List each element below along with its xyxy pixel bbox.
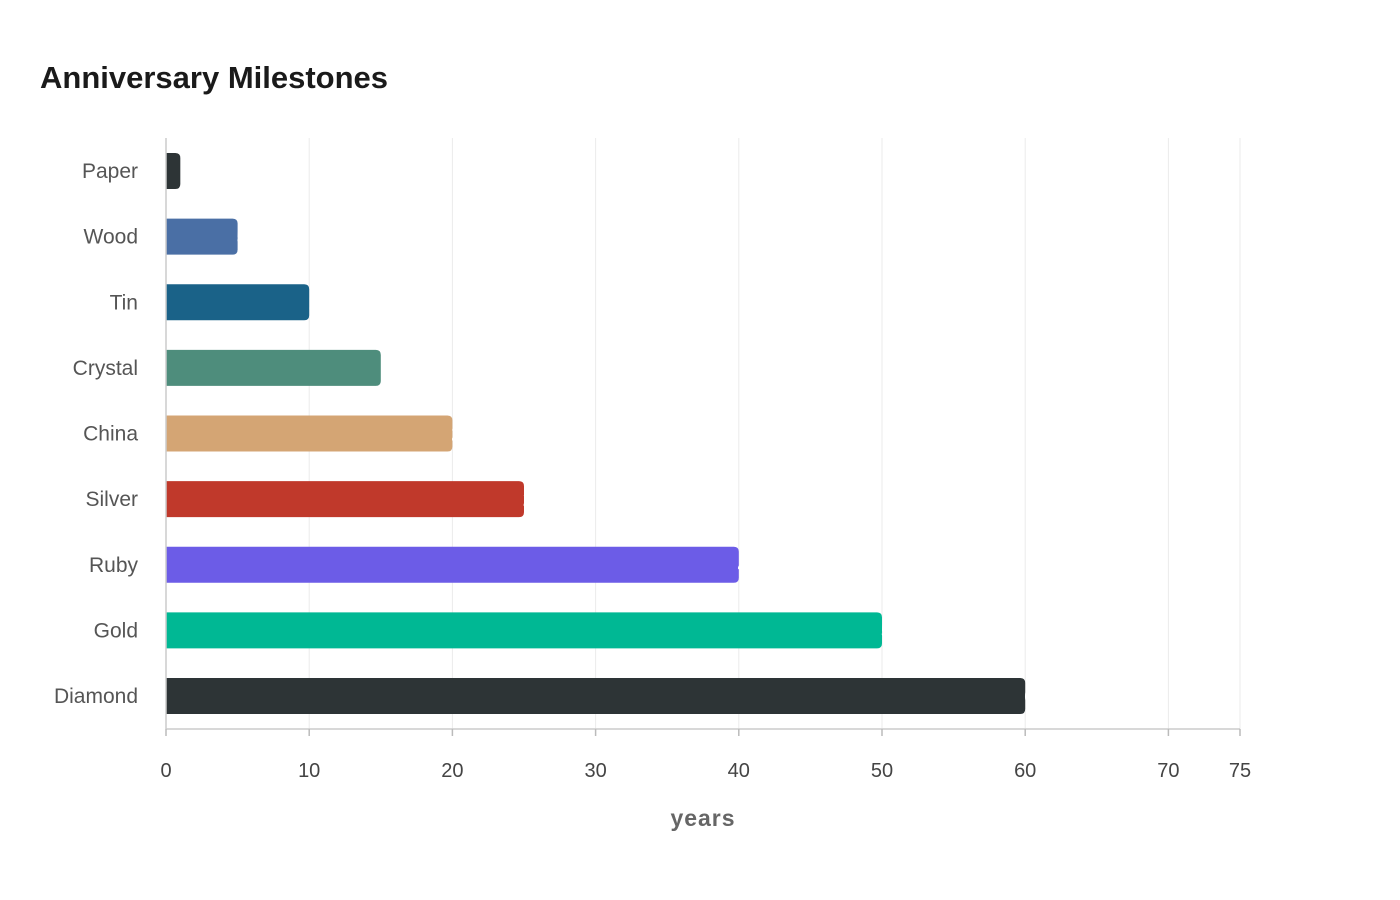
category-label-crystal: Crystal (73, 357, 138, 380)
x-ticks: 0 10 20 30 40 50 60 70 75 (160, 729, 1251, 782)
bar-value-label: 60 (1024, 686, 1046, 708)
bar-value-label: 40 (738, 555, 760, 577)
bar-value-label: 20 (451, 424, 473, 446)
chart-title: Anniversary Milestones (40, 60, 389, 95)
bar-value-label: 10 (308, 292, 330, 314)
category-label-paper: Paper (82, 160, 138, 183)
x-tick-label: 50 (871, 760, 893, 782)
bar-ruby (166, 546, 739, 583)
category-label-silver: Silver (85, 488, 138, 511)
bar-gold (166, 612, 882, 649)
category-labels: Paper Wood Tin Crystal China Silver Ruby Gold Di… (54, 160, 139, 708)
bar-value-label: 15 (380, 358, 402, 380)
x-tick-label: 40 (728, 760, 750, 782)
bar-wood (166, 218, 238, 255)
category-label-ruby: Ruby (89, 554, 139, 577)
bar-diamond (166, 678, 1026, 714)
category-label-diamond: Diamond (54, 685, 138, 708)
x-tick-label: 30 (584, 760, 606, 782)
x-tick-label: 70 (1157, 760, 1179, 782)
category-label-gold: Gold (94, 619, 138, 642)
bar-value-label: 5 (237, 227, 248, 249)
category-label-tin: Tin (110, 291, 138, 314)
bar-silver (166, 481, 524, 518)
bar-value-label: 1 (179, 161, 190, 183)
bar-paper (166, 153, 181, 189)
x-tick-label: 60 (1014, 760, 1036, 782)
x-axis-title: years (670, 805, 735, 831)
x-tick-label: 75 (1229, 760, 1251, 782)
x-tick-label: 0 (160, 760, 171, 782)
bar-china (166, 415, 453, 452)
bar-tin (166, 284, 310, 321)
x-tick-label: 20 (441, 760, 463, 782)
x-tick-label: 10 (298, 760, 320, 782)
axes (165, 138, 1240, 730)
bar-value-label: 50 (881, 620, 903, 642)
bar-value-label: 25 (523, 489, 545, 511)
category-label-china: China (83, 423, 138, 446)
category-label-wood: Wood (84, 226, 138, 249)
bar-crystal (166, 349, 381, 386)
